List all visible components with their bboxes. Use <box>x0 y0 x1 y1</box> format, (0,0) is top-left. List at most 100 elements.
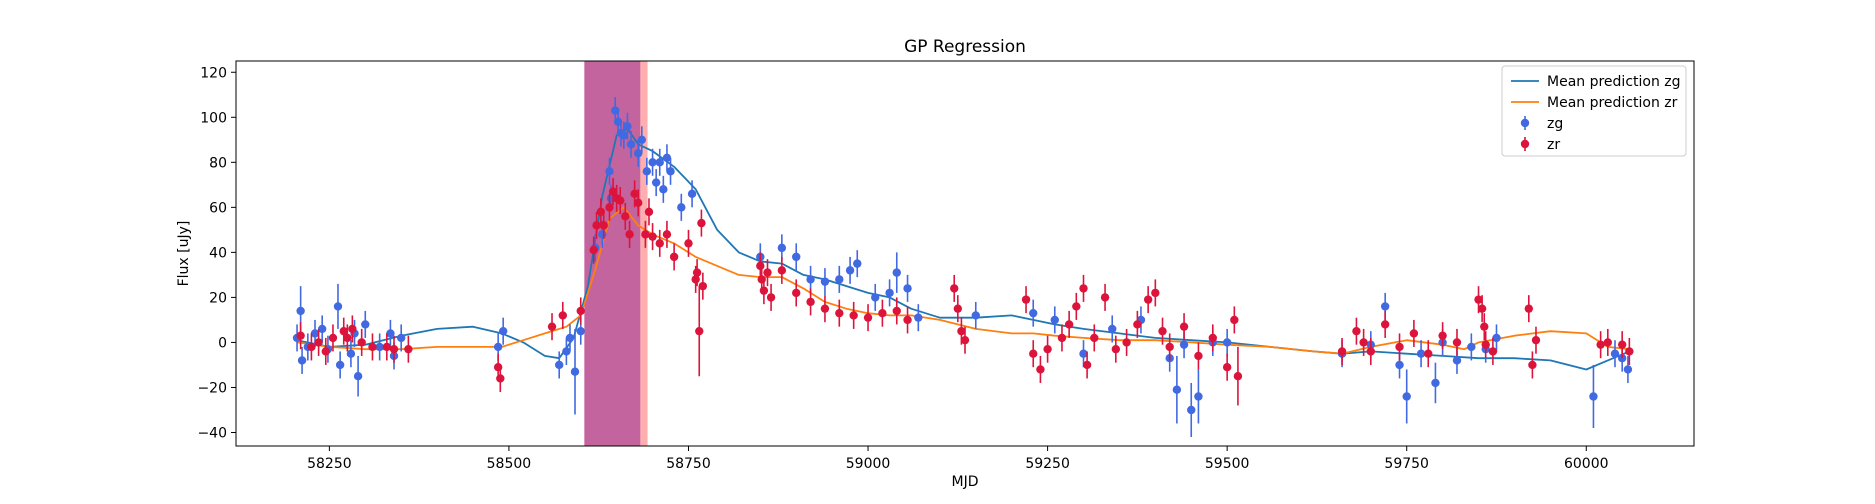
data-point <box>339 326 348 336</box>
data-point <box>651 178 661 187</box>
data-point <box>885 288 894 298</box>
data-point <box>310 329 320 338</box>
data-point <box>1187 405 1196 415</box>
data-point <box>914 313 923 322</box>
data-point <box>820 277 830 286</box>
data-point <box>1064 320 1074 329</box>
data-point <box>1194 351 1203 361</box>
data-point <box>1233 372 1243 381</box>
data-point <box>1402 392 1411 401</box>
data-point <box>623 122 632 131</box>
data-point <box>1165 342 1174 352</box>
data-point <box>576 306 585 316</box>
data-point <box>404 344 413 354</box>
data-point <box>1050 315 1059 325</box>
data-point <box>957 326 966 336</box>
line-Mean prediction zg <box>296 127 1630 371</box>
data-point <box>498 326 508 336</box>
data-point <box>357 338 366 347</box>
data-point <box>1617 340 1627 349</box>
data-point <box>1143 295 1153 304</box>
data-point <box>576 326 585 336</box>
legend-entry-label: zg <box>1547 116 1563 132</box>
y-tick-label: 100 <box>200 110 227 126</box>
data-point <box>1100 293 1110 302</box>
data-points <box>292 97 1634 437</box>
data-point <box>659 185 668 194</box>
legend: Mean prediction zg Mean prediction zr zg zr <box>1501 65 1687 157</box>
data-point <box>684 239 693 248</box>
data-point <box>1452 356 1462 365</box>
data-point <box>375 342 384 352</box>
data-point <box>695 326 704 336</box>
data-point <box>353 372 363 381</box>
data-point <box>396 333 406 343</box>
data-point <box>1474 295 1483 304</box>
data-point <box>692 268 702 277</box>
data-point <box>1416 349 1426 358</box>
y-tick-label: 60 <box>209 200 227 216</box>
data-point <box>853 259 862 268</box>
y-tick-label: 120 <box>200 65 227 81</box>
legend-entry-label: Mean prediction zg <box>1547 74 1681 90</box>
data-point <box>626 140 636 149</box>
data-point <box>599 221 608 230</box>
data-point <box>328 333 338 343</box>
data-point <box>558 311 567 320</box>
shaded-region-2 <box>640 61 648 446</box>
data-point <box>361 320 370 329</box>
data-point <box>1230 315 1239 325</box>
data-point <box>333 302 343 311</box>
data-point <box>1072 302 1081 311</box>
data-point <box>644 207 654 217</box>
data-point <box>1133 320 1142 329</box>
data-point <box>1172 385 1182 394</box>
data-point <box>697 218 706 228</box>
chart-title: GP Regression <box>904 37 1026 57</box>
legend-entry-label: Mean prediction zr <box>1547 95 1678 111</box>
data-point <box>1492 333 1501 343</box>
y-tick-label: 80 <box>209 155 227 171</box>
data-point <box>343 333 352 343</box>
data-point <box>1043 344 1052 354</box>
data-point <box>1380 302 1390 311</box>
data-point <box>1029 349 1038 358</box>
data-point <box>296 331 305 340</box>
data-point <box>296 306 305 316</box>
data-point <box>777 266 787 275</box>
data-point <box>1090 333 1099 343</box>
data-point <box>386 329 395 338</box>
x-tick-label: 59500 <box>1205 456 1250 472</box>
data-point <box>1480 322 1489 331</box>
x-tick-label: 58750 <box>666 456 711 472</box>
data-point <box>1380 320 1390 329</box>
data-point <box>903 315 912 325</box>
data-point <box>1111 344 1121 354</box>
data-point <box>777 243 787 253</box>
data-point <box>871 293 880 302</box>
data-point <box>1452 338 1462 347</box>
data-point <box>1122 338 1131 347</box>
data-point <box>1596 340 1605 349</box>
data-point <box>669 252 679 262</box>
data-point <box>1057 333 1067 343</box>
y-tick-label: 20 <box>209 290 227 306</box>
series-zg <box>292 97 1633 437</box>
x-axis-ticks: 58250 58500 58750 59000 59250 59500 59750 60000 <box>307 446 1609 472</box>
data-point <box>307 342 316 352</box>
data-point <box>317 324 327 334</box>
data-point <box>1409 329 1419 338</box>
data-point <box>845 266 855 275</box>
data-point <box>698 281 708 291</box>
data-point <box>655 239 664 248</box>
data-point <box>892 306 901 316</box>
data-point <box>849 311 858 320</box>
plot-frame <box>235 60 1695 447</box>
data-point <box>1603 338 1613 347</box>
data-point <box>389 344 399 354</box>
data-point <box>960 335 970 345</box>
data-point <box>950 284 959 293</box>
data-point <box>1528 360 1537 370</box>
data-point <box>634 149 643 158</box>
